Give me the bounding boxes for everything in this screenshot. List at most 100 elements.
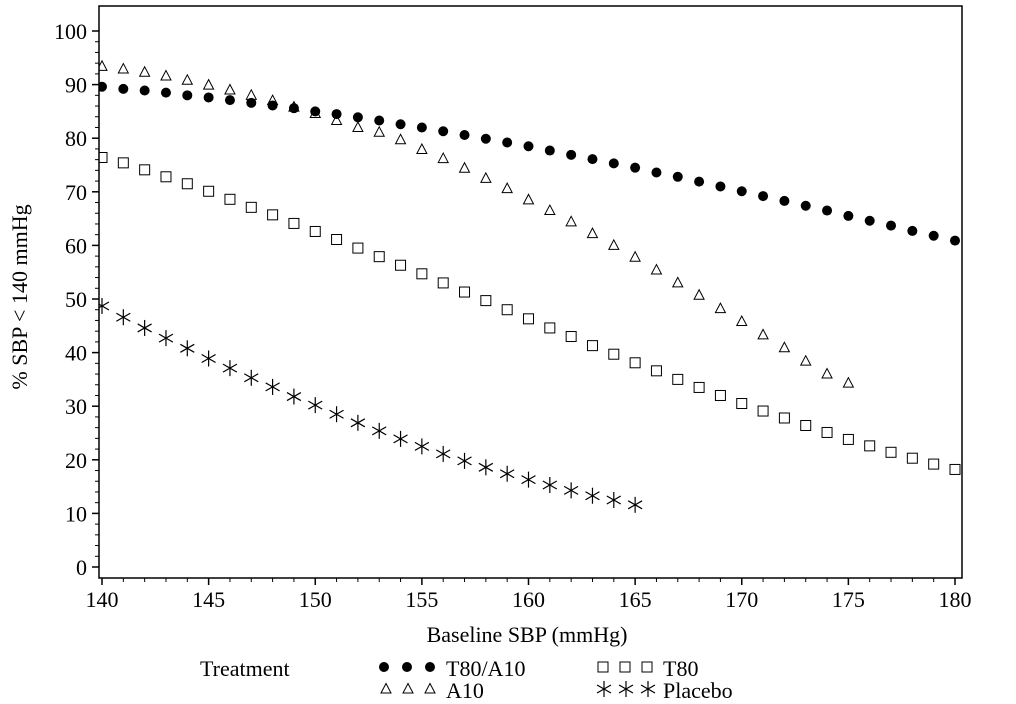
data-point	[608, 158, 619, 169]
data-point	[416, 142, 428, 154]
legend-item: Placebo	[596, 678, 733, 703]
legend-marker	[379, 662, 389, 672]
data-point	[800, 200, 811, 211]
data-point	[352, 120, 364, 132]
data-point	[950, 235, 960, 246]
data-point	[203, 92, 214, 103]
y-tick-label: 40	[65, 341, 87, 366]
data-point	[480, 133, 491, 144]
series-a10	[99, 59, 855, 388]
data-point	[885, 446, 897, 458]
data-point	[757, 405, 769, 417]
data-point	[371, 422, 387, 439]
data-point	[501, 304, 513, 316]
data-point	[224, 95, 235, 106]
data-point	[244, 369, 259, 386]
legend-marker	[618, 681, 634, 697]
data-point	[715, 181, 726, 192]
data-point	[267, 100, 278, 111]
data-point	[608, 348, 620, 360]
data-point	[928, 230, 939, 241]
data-point	[499, 465, 515, 482]
data-point	[393, 430, 408, 447]
data-point	[694, 176, 705, 187]
data-point	[288, 217, 300, 229]
data-point	[563, 482, 579, 499]
data-point	[501, 182, 514, 194]
data-point	[99, 81, 107, 92]
data-point	[224, 83, 236, 95]
data-point	[99, 151, 108, 163]
data-point	[307, 397, 323, 414]
data-point	[714, 389, 726, 401]
data-point	[480, 171, 492, 183]
data-point	[160, 171, 172, 183]
data-point	[416, 268, 428, 280]
data-point	[778, 412, 790, 424]
x-tick-label: 140	[86, 587, 119, 612]
data-point	[842, 433, 854, 445]
data-point	[118, 83, 129, 94]
y-tick-label: 90	[65, 73, 87, 98]
data-point	[736, 398, 748, 410]
data-point	[181, 73, 194, 85]
data-point	[457, 452, 472, 469]
data-point	[821, 367, 833, 379]
data-point	[158, 330, 174, 347]
data-point	[331, 234, 343, 246]
data-point	[523, 313, 534, 325]
data-point	[352, 242, 364, 254]
y-axis-title: % SBP < 140 mmHg	[7, 204, 32, 389]
data-point	[309, 106, 322, 119]
data-point	[523, 141, 534, 152]
data-point	[627, 496, 643, 513]
data-point	[544, 145, 555, 156]
data-point	[201, 350, 216, 367]
y-tick-label: 80	[65, 126, 87, 151]
data-point	[395, 119, 406, 130]
legend-marker	[424, 682, 436, 694]
data-point	[629, 357, 641, 369]
data-point	[329, 406, 344, 423]
data-point	[160, 87, 171, 98]
data-point	[202, 78, 215, 90]
legend-label: T80/A10	[446, 656, 525, 681]
data-point	[693, 288, 705, 300]
x-tick-label: 170	[725, 587, 758, 612]
data-point	[180, 340, 195, 357]
data-point	[478, 459, 494, 476]
data-point	[350, 414, 366, 431]
y-axis: 0 10 20 30 40 50 60 70 80 90 100	[54, 19, 99, 580]
data-point	[907, 225, 918, 236]
y-tick-label: 0	[76, 555, 87, 580]
legend-label: Placebo	[663, 678, 733, 703]
data-point	[458, 161, 471, 173]
data-point	[459, 286, 471, 298]
data-point	[373, 251, 385, 263]
legend-marker	[380, 682, 392, 694]
y-tick-label: 100	[54, 19, 87, 44]
data-point	[245, 201, 257, 213]
data-point	[542, 476, 558, 493]
x-tick-label: 180	[939, 587, 972, 612]
data-point	[117, 62, 130, 74]
data-point	[757, 328, 769, 340]
legend-marker	[619, 661, 631, 673]
data-point	[650, 365, 662, 377]
data-point	[693, 381, 705, 393]
data-point	[522, 193, 535, 205]
data-point	[566, 149, 577, 160]
data-point	[822, 205, 833, 216]
legend-marker	[641, 661, 653, 673]
data-point	[544, 322, 556, 334]
data-point	[735, 314, 748, 327]
data-point	[480, 295, 492, 307]
data-point	[672, 171, 683, 182]
data-point	[288, 100, 300, 112]
data-point	[606, 492, 622, 508]
data-point	[224, 193, 236, 205]
data-point	[587, 154, 598, 165]
data-point	[651, 167, 662, 178]
